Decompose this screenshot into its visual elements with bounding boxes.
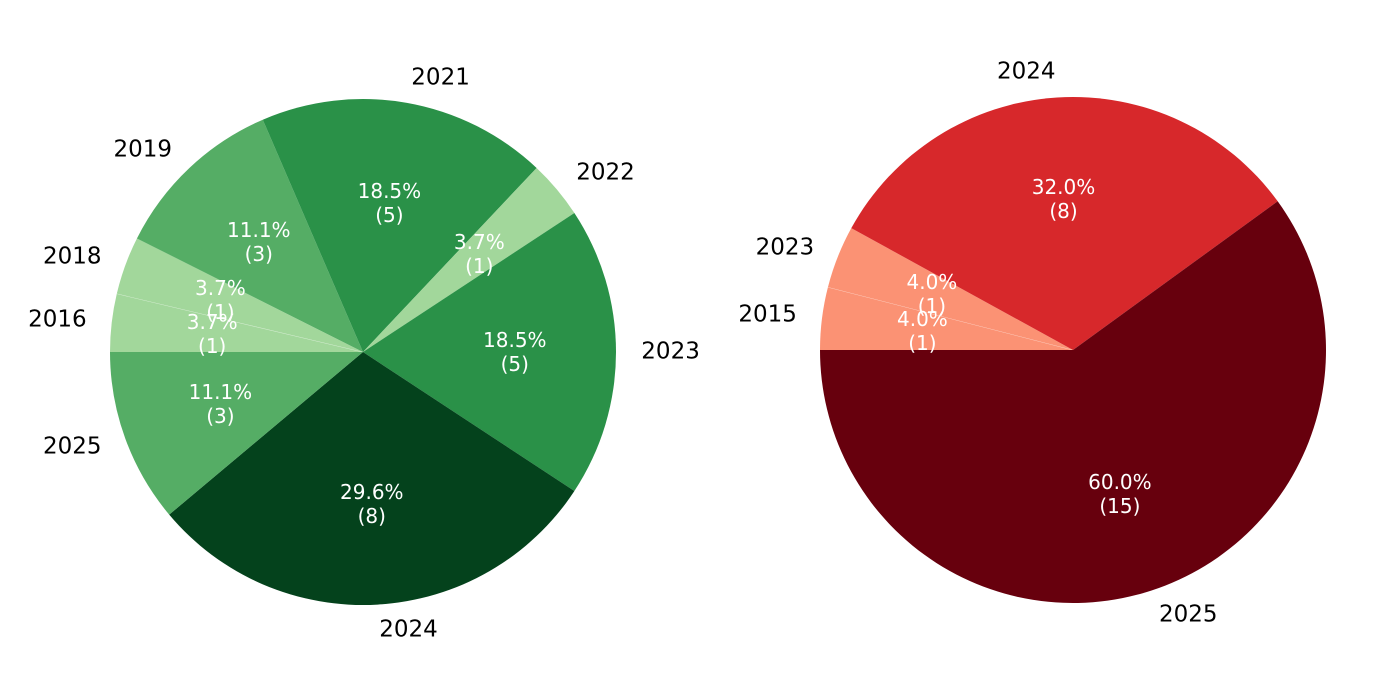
slice-count-value: (1): [198, 334, 227, 359]
slice-label-2023: 2023: [641, 338, 700, 365]
slice-label-2025: 2025: [1159, 601, 1218, 628]
slice-label-2023: 2023: [755, 234, 815, 261]
slice-pct-value: 3.7%: [186, 310, 238, 335]
slice-pct-value: 18.5%: [357, 178, 422, 203]
slice-label-2015: 2015: [738, 301, 797, 328]
pie-wedge-2025: [110, 352, 363, 515]
slice-label-2021: 2021: [411, 64, 470, 91]
slice-pct-2018: 3.7% (1): [195, 276, 246, 324]
slice-pct-2024: 29.6% (8): [340, 480, 404, 528]
pie-wedge-2019: [136, 119, 363, 352]
slice-pct-value: 32.0%: [1031, 174, 1096, 199]
slice-pct-value: 11.1%: [227, 217, 291, 242]
pie-wedge-2024: [169, 352, 575, 606]
slice-label-2016: 2016: [28, 306, 87, 333]
slice-pct-value: 18.5%: [483, 328, 547, 352]
pie-wedge-2018: [116, 238, 363, 352]
slice-label-2018: 2018: [42, 243, 102, 270]
slice-label-2019: 2019: [113, 136, 172, 163]
wedge-seam: [827, 286, 1074, 351]
slice-pct-value: 11.1%: [188, 379, 253, 404]
pie-wedge-2015: [820, 287, 1073, 350]
pie-wedge-2022: [363, 167, 575, 352]
slice-count-value: (5): [375, 202, 404, 227]
slice-pct-value: 4.0%: [896, 307, 948, 331]
slice-count-value: (1): [908, 331, 937, 355]
slice-pct-2023: 4.0% (1): [906, 270, 957, 318]
slice-count-value: (15): [1099, 494, 1141, 519]
slice-pct-2022: 3.7% (1): [454, 230, 505, 278]
slice-count-value: (8): [357, 503, 386, 528]
pie-wedge-2021: [262, 98, 537, 352]
slice-pct-2024: 32.0% (8): [1032, 175, 1096, 223]
slice-label-2025: 2025: [42, 433, 102, 460]
slice-pct-2015: 4.0% (1): [897, 307, 948, 355]
slice-pct-value: 29.6%: [340, 479, 404, 504]
slice-count-value: (1): [917, 294, 947, 319]
pie-chart-greens-svg: [110, 98, 617, 606]
slice-pct-2016: 3.7% (1): [187, 310, 238, 358]
slice-pct-2025: 60.0% (15): [1088, 470, 1152, 518]
pie-chart-greens: 2016 3.7% (1) 2018 3.7% (1) 2019 11.1% (3) 2021 18…: [28, 66, 700, 641]
slice-count-value: (1): [465, 254, 494, 279]
slice-pct-2025: 11.1% (3): [189, 380, 253, 428]
slice-pct-2019: 11.1% (3): [227, 218, 291, 266]
slice-label-2022: 2022: [576, 159, 635, 186]
slice-count-value: (3): [206, 403, 235, 428]
slice-label-2024: 2024: [996, 58, 1056, 85]
pie-wedge-2024: [851, 96, 1278, 350]
slice-label-2024: 2024: [379, 616, 438, 643]
slice-count-value: (1): [206, 300, 235, 325]
slice-pct-value: 3.7%: [194, 276, 246, 301]
slice-pct-value: 60.0%: [1088, 470, 1152, 495]
pie-wedge-2023: [363, 212, 617, 492]
slice-pct-value: 3.7%: [453, 230, 505, 255]
slice-count-value: (3): [244, 241, 273, 266]
slice-pct-2021: 18.5% (5): [358, 179, 422, 227]
slice-count-value: (8): [1049, 198, 1078, 223]
slice-pct-2023: 18.5% (5): [483, 328, 547, 376]
slice-count-value: (5): [500, 352, 529, 376]
slice-pct-value: 4.0%: [906, 270, 958, 295]
pie-chart-reds-svg: [820, 96, 1326, 604]
pie-wedge-2023: [827, 228, 1073, 350]
pie-wedge-2025: [820, 201, 1326, 604]
pie-chart-reds: 2015 4.0% (1) 2023 4.0% (1) 2024 32.0% (8) 2025 60…: [738, 60, 1326, 626]
